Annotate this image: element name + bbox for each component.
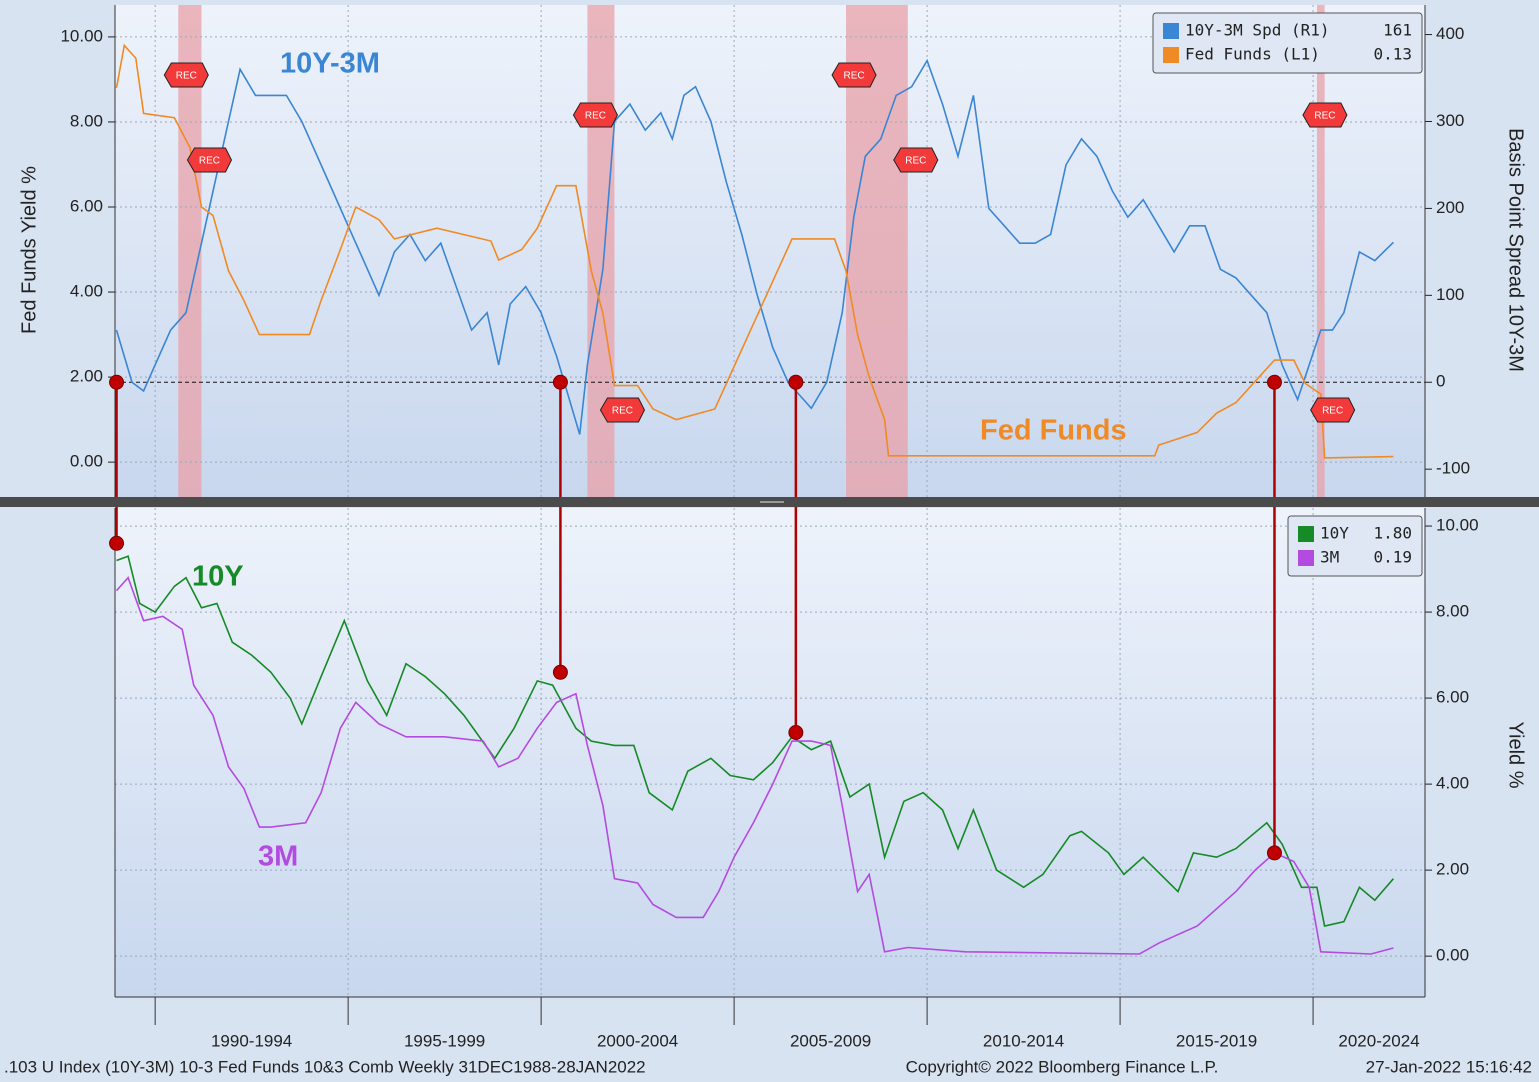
legend-swatch xyxy=(1163,23,1179,39)
footer-copyright: Copyright© 2022 Bloomberg Finance L.P. xyxy=(906,1057,1219,1076)
legend-value: 0.19 xyxy=(1373,548,1412,567)
recession-flag-label: REC xyxy=(1314,111,1335,122)
annotation: 3M xyxy=(258,841,298,873)
inversion-dot xyxy=(109,535,125,551)
series-line xyxy=(115,576,1394,955)
inversion-dot xyxy=(1266,374,1282,390)
legend-value: 161 xyxy=(1383,21,1412,40)
x-tick-label: 2015-2019 xyxy=(1176,1031,1257,1050)
y-tick-label: 6.00 xyxy=(1436,688,1469,707)
legend-value: 0.13 xyxy=(1373,45,1412,64)
y-tick-label: 8.00 xyxy=(1436,602,1469,621)
inversion-dot xyxy=(109,374,125,390)
y-tick-label: 10.00 xyxy=(1436,516,1479,535)
recession-flag xyxy=(599,397,646,423)
legend-swatch xyxy=(1298,526,1314,542)
series-line xyxy=(116,555,1395,927)
inversion-dot xyxy=(552,374,568,390)
recession-flag-label: REC xyxy=(176,71,197,82)
y-tick-label: 0.00 xyxy=(70,452,103,471)
y2-tick-label: -100 xyxy=(1436,459,1470,478)
series-line xyxy=(115,43,1394,459)
y-tick-label: 10.00 xyxy=(60,26,103,45)
x-tick-label: 1995-1999 xyxy=(404,1031,485,1050)
footer-source: .103 U Index (10Y-3M) 10-3 Fed Funds 10&… xyxy=(4,1057,646,1076)
legend-label: 10Y xyxy=(1320,524,1349,543)
recession-flag-label: REC xyxy=(843,71,864,82)
recession-flag-label: REC xyxy=(612,406,633,417)
y-tick-label: 0.00 xyxy=(1436,946,1469,965)
legend-label: Fed Funds (L1) xyxy=(1185,45,1320,64)
recession-flag xyxy=(186,147,233,173)
x-tick-label: 2010-2014 xyxy=(983,1031,1064,1050)
legend-label: 10Y-3M Spd (R1) xyxy=(1185,21,1330,40)
y2-tick-label: 200 xyxy=(1436,198,1464,217)
recession-band xyxy=(1316,5,1325,497)
x-tick-label: 2020-2024 xyxy=(1338,1031,1419,1050)
x-tick-label: 1990-1994 xyxy=(211,1031,292,1050)
recession-flag xyxy=(1310,397,1356,423)
y-tick-label: 6.00 xyxy=(70,196,103,215)
plot-area-top xyxy=(115,5,1425,497)
recession-flag-label: REC xyxy=(1322,406,1343,417)
annotation: Fed Funds xyxy=(980,415,1127,447)
y-tick-label: 4.00 xyxy=(70,282,103,301)
recession-flag xyxy=(572,102,618,128)
footer-timestamp: 27-Jan-2022 15:16:42 xyxy=(1366,1057,1532,1076)
y2-tick-label: 0 xyxy=(1436,372,1445,391)
plot-area-bottom xyxy=(115,508,1425,997)
legend-box xyxy=(1152,12,1423,74)
inversion-dot xyxy=(1266,845,1282,861)
y-axis-title: Yield % xyxy=(1505,721,1527,788)
y-tick-label: 4.00 xyxy=(1436,774,1469,793)
y-tick-label: 2.00 xyxy=(70,367,103,386)
y2-tick-label: 300 xyxy=(1436,111,1464,130)
legend-value: 1.80 xyxy=(1373,524,1412,543)
annotation: 10Y-3M xyxy=(280,48,380,80)
legend-swatch xyxy=(1298,550,1314,566)
recession-flag-label: REC xyxy=(199,156,220,167)
y2-tick-label: 400 xyxy=(1436,24,1464,43)
inversion-dot xyxy=(552,664,568,680)
recession-flag xyxy=(893,147,939,173)
legend-label: 3M xyxy=(1320,548,1339,567)
inversion-dot xyxy=(788,374,804,390)
x-tick-label: 2000-2004 xyxy=(597,1031,678,1050)
y2-tick-label: 100 xyxy=(1436,285,1464,304)
recession-flag-label: REC xyxy=(905,156,926,167)
legend-box xyxy=(1287,515,1423,577)
legend-swatch xyxy=(1163,47,1179,63)
recession-band xyxy=(178,5,202,497)
recession-flag xyxy=(163,62,209,88)
y-axis-title: Fed Funds Yield % xyxy=(18,166,40,334)
recession-flag-label: REC xyxy=(585,111,606,122)
recession-flag xyxy=(831,62,877,88)
recession-flag xyxy=(1302,102,1348,128)
annotation: 10Y xyxy=(192,561,244,593)
y-tick-label: 2.00 xyxy=(1436,860,1469,879)
recession-band xyxy=(587,5,615,497)
y-tick-label: 8.00 xyxy=(70,111,103,130)
inversion-dot xyxy=(788,725,804,741)
series-line xyxy=(115,58,1394,435)
y2-axis-title: Basis Point Spread 10Y-3M xyxy=(1505,128,1527,372)
x-tick-label: 2005-2009 xyxy=(790,1031,871,1050)
